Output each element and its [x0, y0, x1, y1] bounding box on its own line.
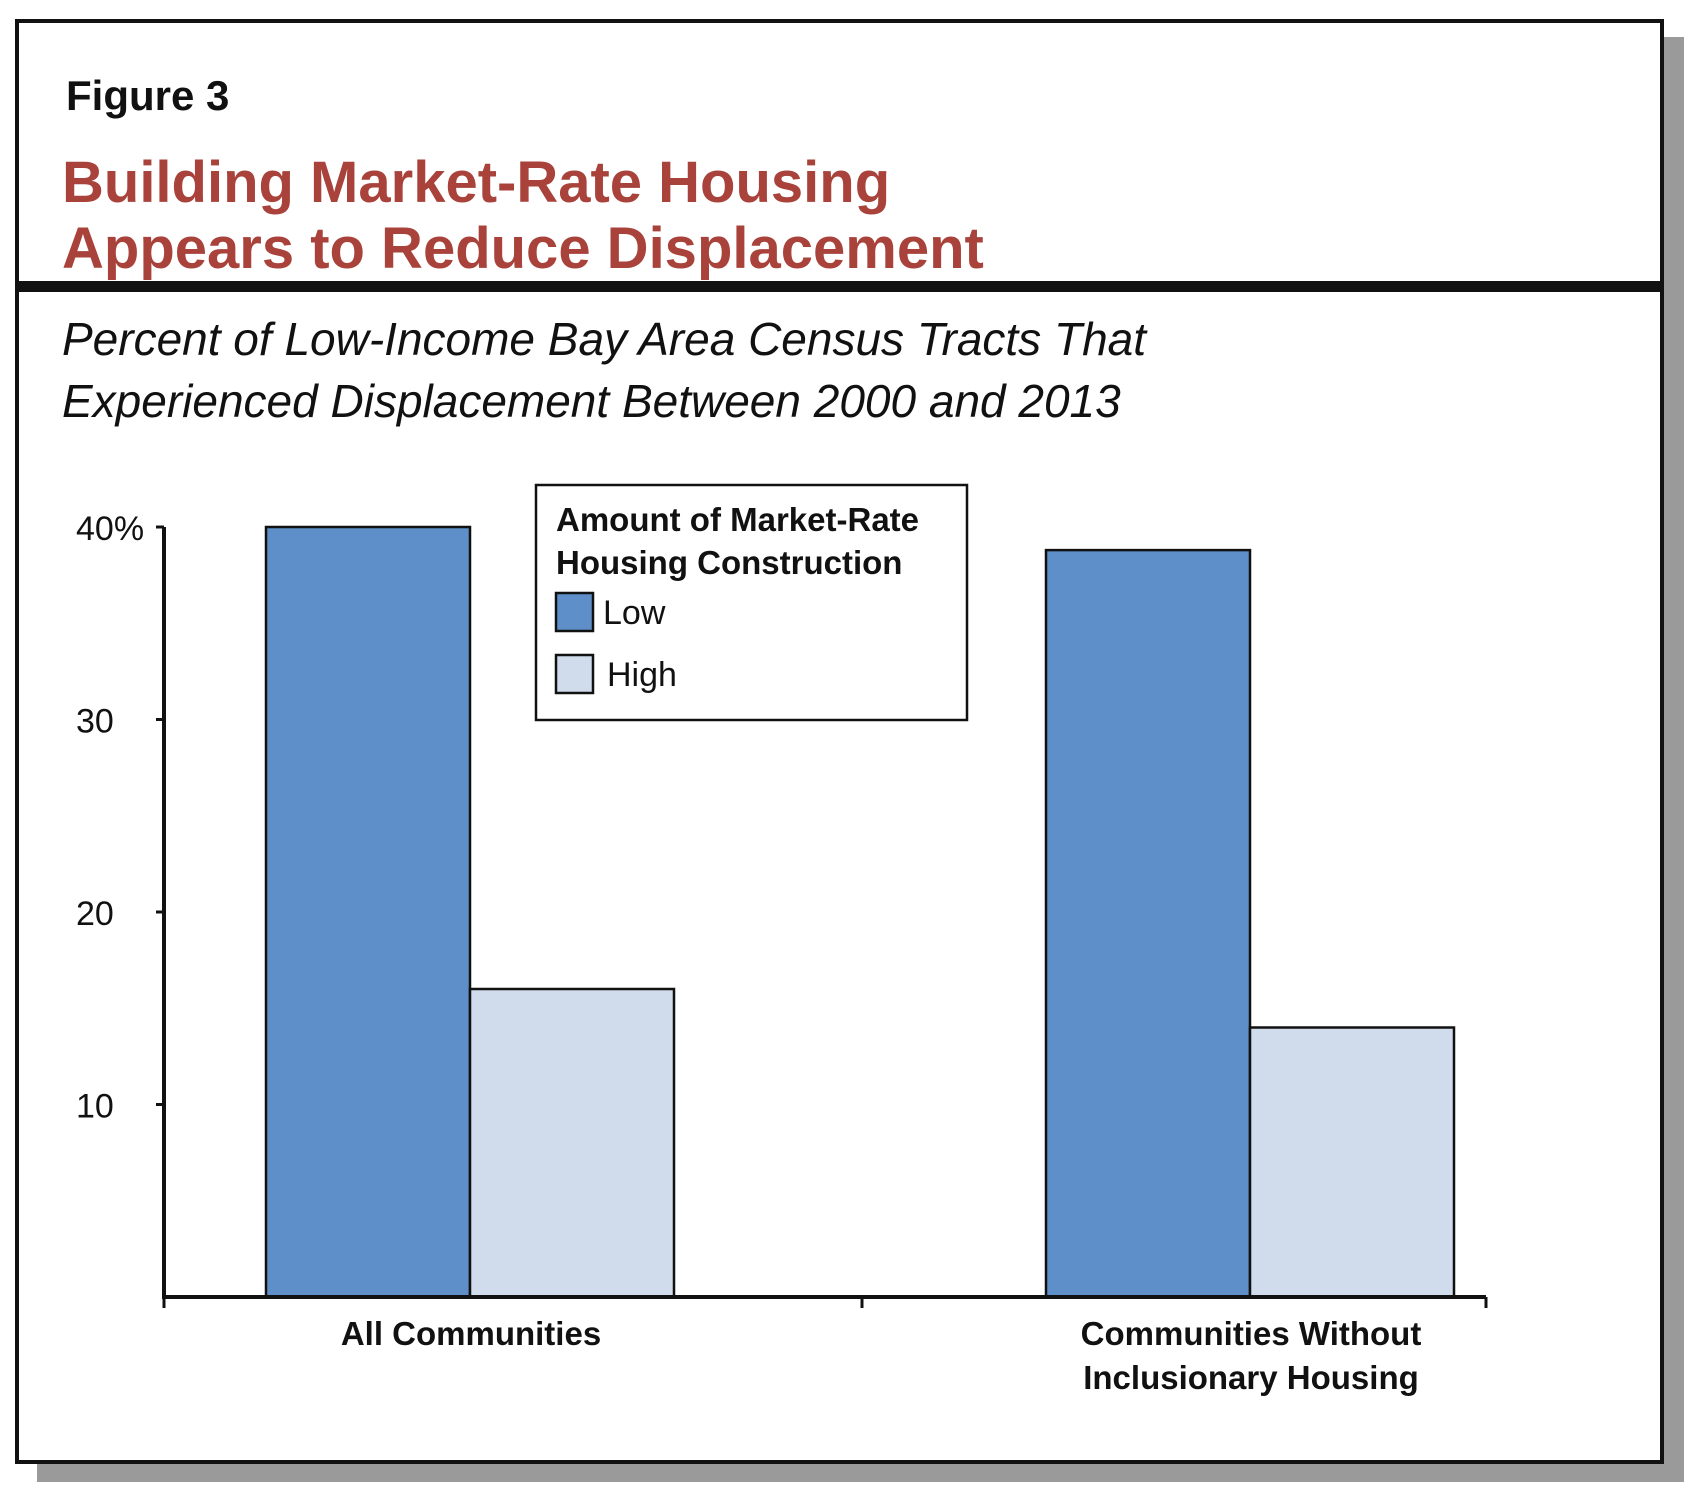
legend-swatch-high: [554, 653, 595, 695]
subtitle-line-1: Percent of Low-Income Bay Area Census Tr…: [62, 313, 1147, 365]
y-tick-label-40: 40%: [76, 510, 144, 548]
legend-title-line-2: Housing Construction: [556, 544, 902, 581]
title-line-1: Building Market-Rate Housing: [62, 150, 891, 215]
title-rule: [15, 281, 1664, 292]
category-label-2-line-2: Inclusionary Housing: [1083, 1359, 1419, 1396]
chart-title: Building Market-Rate Housing Appears to …: [62, 150, 984, 282]
chart-subtitle: Percent of Low-Income Bay Area Census Tr…: [62, 308, 1146, 432]
title-line-2: Appears to Reduce Displacement: [62, 216, 984, 281]
legend-swatch-low: [554, 591, 595, 633]
legend-label-low: Low: [603, 594, 666, 632]
legend-label-high: High: [607, 656, 677, 694]
legend-title-line-1: Amount of Market-Rate: [556, 501, 919, 538]
subtitle-line-2: Experienced Displacement Between 2000 an…: [62, 375, 1121, 427]
legend-box: [534, 483, 969, 722]
bar-low-1: [264, 525, 472, 1299]
y-tick-label-30: 30: [76, 703, 114, 741]
category-label-2-line-1: Communities Without: [1081, 1315, 1422, 1352]
bar-high-1: [468, 987, 676, 1299]
y-tick-label-10: 10: [76, 1088, 114, 1126]
y-tick-label-20: 20: [76, 895, 114, 933]
category-label-1-line-1: All Communities: [341, 1315, 601, 1352]
bar-low-2: [1044, 548, 1252, 1299]
figure-label: Figure 3: [66, 72, 230, 119]
bar-high-2: [1248, 1026, 1456, 1299]
